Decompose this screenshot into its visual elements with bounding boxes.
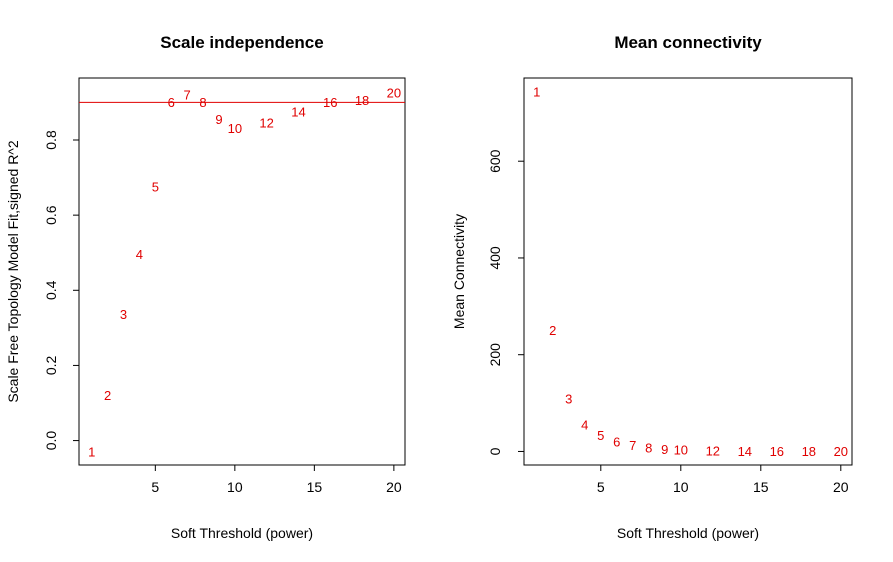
mean-connectivity-y-axis-label: Mean Connectivity (451, 214, 467, 329)
data-point-label: 18 (355, 93, 369, 108)
data-point-label: 5 (152, 179, 159, 194)
mean-connectivity-y-axis: 0 200 400 600 (487, 149, 525, 455)
data-point-label: 12 (706, 443, 720, 458)
data-point-label: 6 (613, 434, 620, 449)
x-tick-label: 10 (673, 479, 689, 495)
y-tick-label: 0.6 (43, 205, 59, 225)
data-point-label: 14 (738, 444, 752, 459)
data-point-label: 7 (184, 87, 191, 102)
mean-connectivity-x-axis: 5 10 15 20 (597, 464, 849, 495)
data-point-label: 2 (104, 388, 111, 403)
data-point-label: 16 (323, 95, 337, 110)
data-point-label: 9 (661, 442, 668, 457)
mean-connectivity-plot-frame (523, 77, 853, 466)
scale-independence-y-axis-label: Scale Free Topology Model Fit,signed R^2 (5, 140, 21, 403)
data-point-label: 3 (120, 307, 127, 322)
data-point-label: 8 (199, 95, 206, 110)
data-point-label: 14 (291, 104, 305, 119)
data-point-label: 2 (549, 323, 556, 338)
mean-connectivity-title: Mean connectivity (614, 33, 762, 52)
y-tick-label: 0.4 (43, 280, 59, 300)
y-tick-label: 0 (487, 447, 503, 455)
x-tick-label: 20 (386, 479, 402, 495)
x-tick-label: 15 (753, 479, 769, 495)
x-tick-label: 10 (227, 479, 243, 495)
x-tick-label: 5 (597, 479, 605, 495)
y-tick-label: 0.8 (43, 130, 59, 150)
data-point-label: 7 (629, 438, 636, 453)
data-point-label: 8 (645, 441, 652, 456)
scale-independence-y-axis: 0.0 0.2 0.4 0.6 0.8 (43, 130, 80, 451)
x-tick-label: 5 (151, 479, 159, 495)
scale-independence-x-axis: 5 10 15 20 (151, 464, 402, 495)
y-tick-label: 400 (487, 246, 503, 270)
y-tick-label: 600 (487, 149, 503, 173)
data-point-label: 6 (168, 95, 175, 110)
data-point-label: 4 (136, 247, 143, 262)
x-tick-label: 15 (307, 479, 323, 495)
data-point-label: 10 (228, 121, 242, 136)
x-tick-label: 20 (833, 479, 849, 495)
y-tick-label: 0.0 (43, 431, 59, 451)
data-point-label: 9 (215, 112, 222, 127)
data-point-label: 10 (674, 443, 688, 458)
scale-independence-x-axis-label: Soft Threshold (power) (171, 525, 313, 541)
data-point-label: 3 (565, 392, 572, 407)
data-point-label: 1 (533, 85, 540, 100)
data-point-label: 20 (387, 86, 401, 101)
data-point-label: 12 (259, 116, 273, 131)
data-point-label: 18 (802, 444, 816, 459)
data-point-label: 16 (770, 444, 784, 459)
data-point-label: 20 (834, 444, 848, 459)
y-tick-label: 200 (487, 343, 503, 367)
data-point-label: 1 (88, 444, 95, 459)
data-point-label: 5 (597, 428, 604, 443)
mean-connectivity-x-axis-label: Soft Threshold (power) (617, 525, 759, 541)
data-point-label: 4 (581, 417, 588, 432)
y-tick-label: 0.2 (43, 355, 59, 375)
scale-independence-title: Scale independence (160, 33, 323, 52)
